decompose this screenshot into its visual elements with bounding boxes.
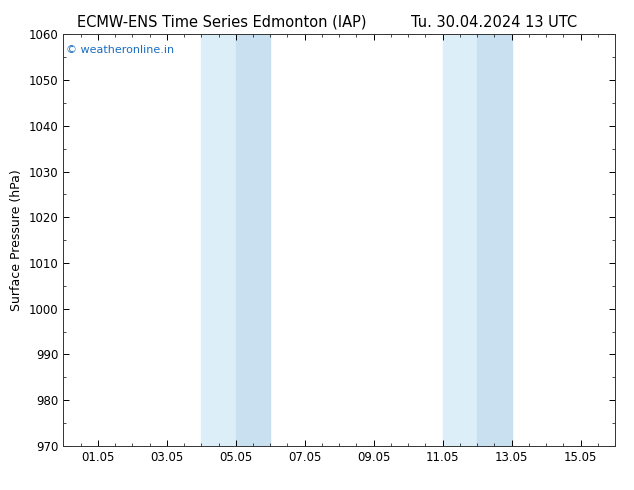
Bar bbox=[477, 34, 512, 446]
Bar bbox=[236, 34, 270, 446]
Y-axis label: Surface Pressure (hPa): Surface Pressure (hPa) bbox=[10, 169, 23, 311]
Text: © weatheronline.in: © weatheronline.in bbox=[66, 45, 174, 54]
Bar bbox=[202, 34, 236, 446]
Bar bbox=[443, 34, 477, 446]
Text: Tu. 30.04.2024 13 UTC: Tu. 30.04.2024 13 UTC bbox=[411, 15, 578, 30]
Text: ECMW-ENS Time Series Edmonton (IAP): ECMW-ENS Time Series Edmonton (IAP) bbox=[77, 15, 366, 30]
